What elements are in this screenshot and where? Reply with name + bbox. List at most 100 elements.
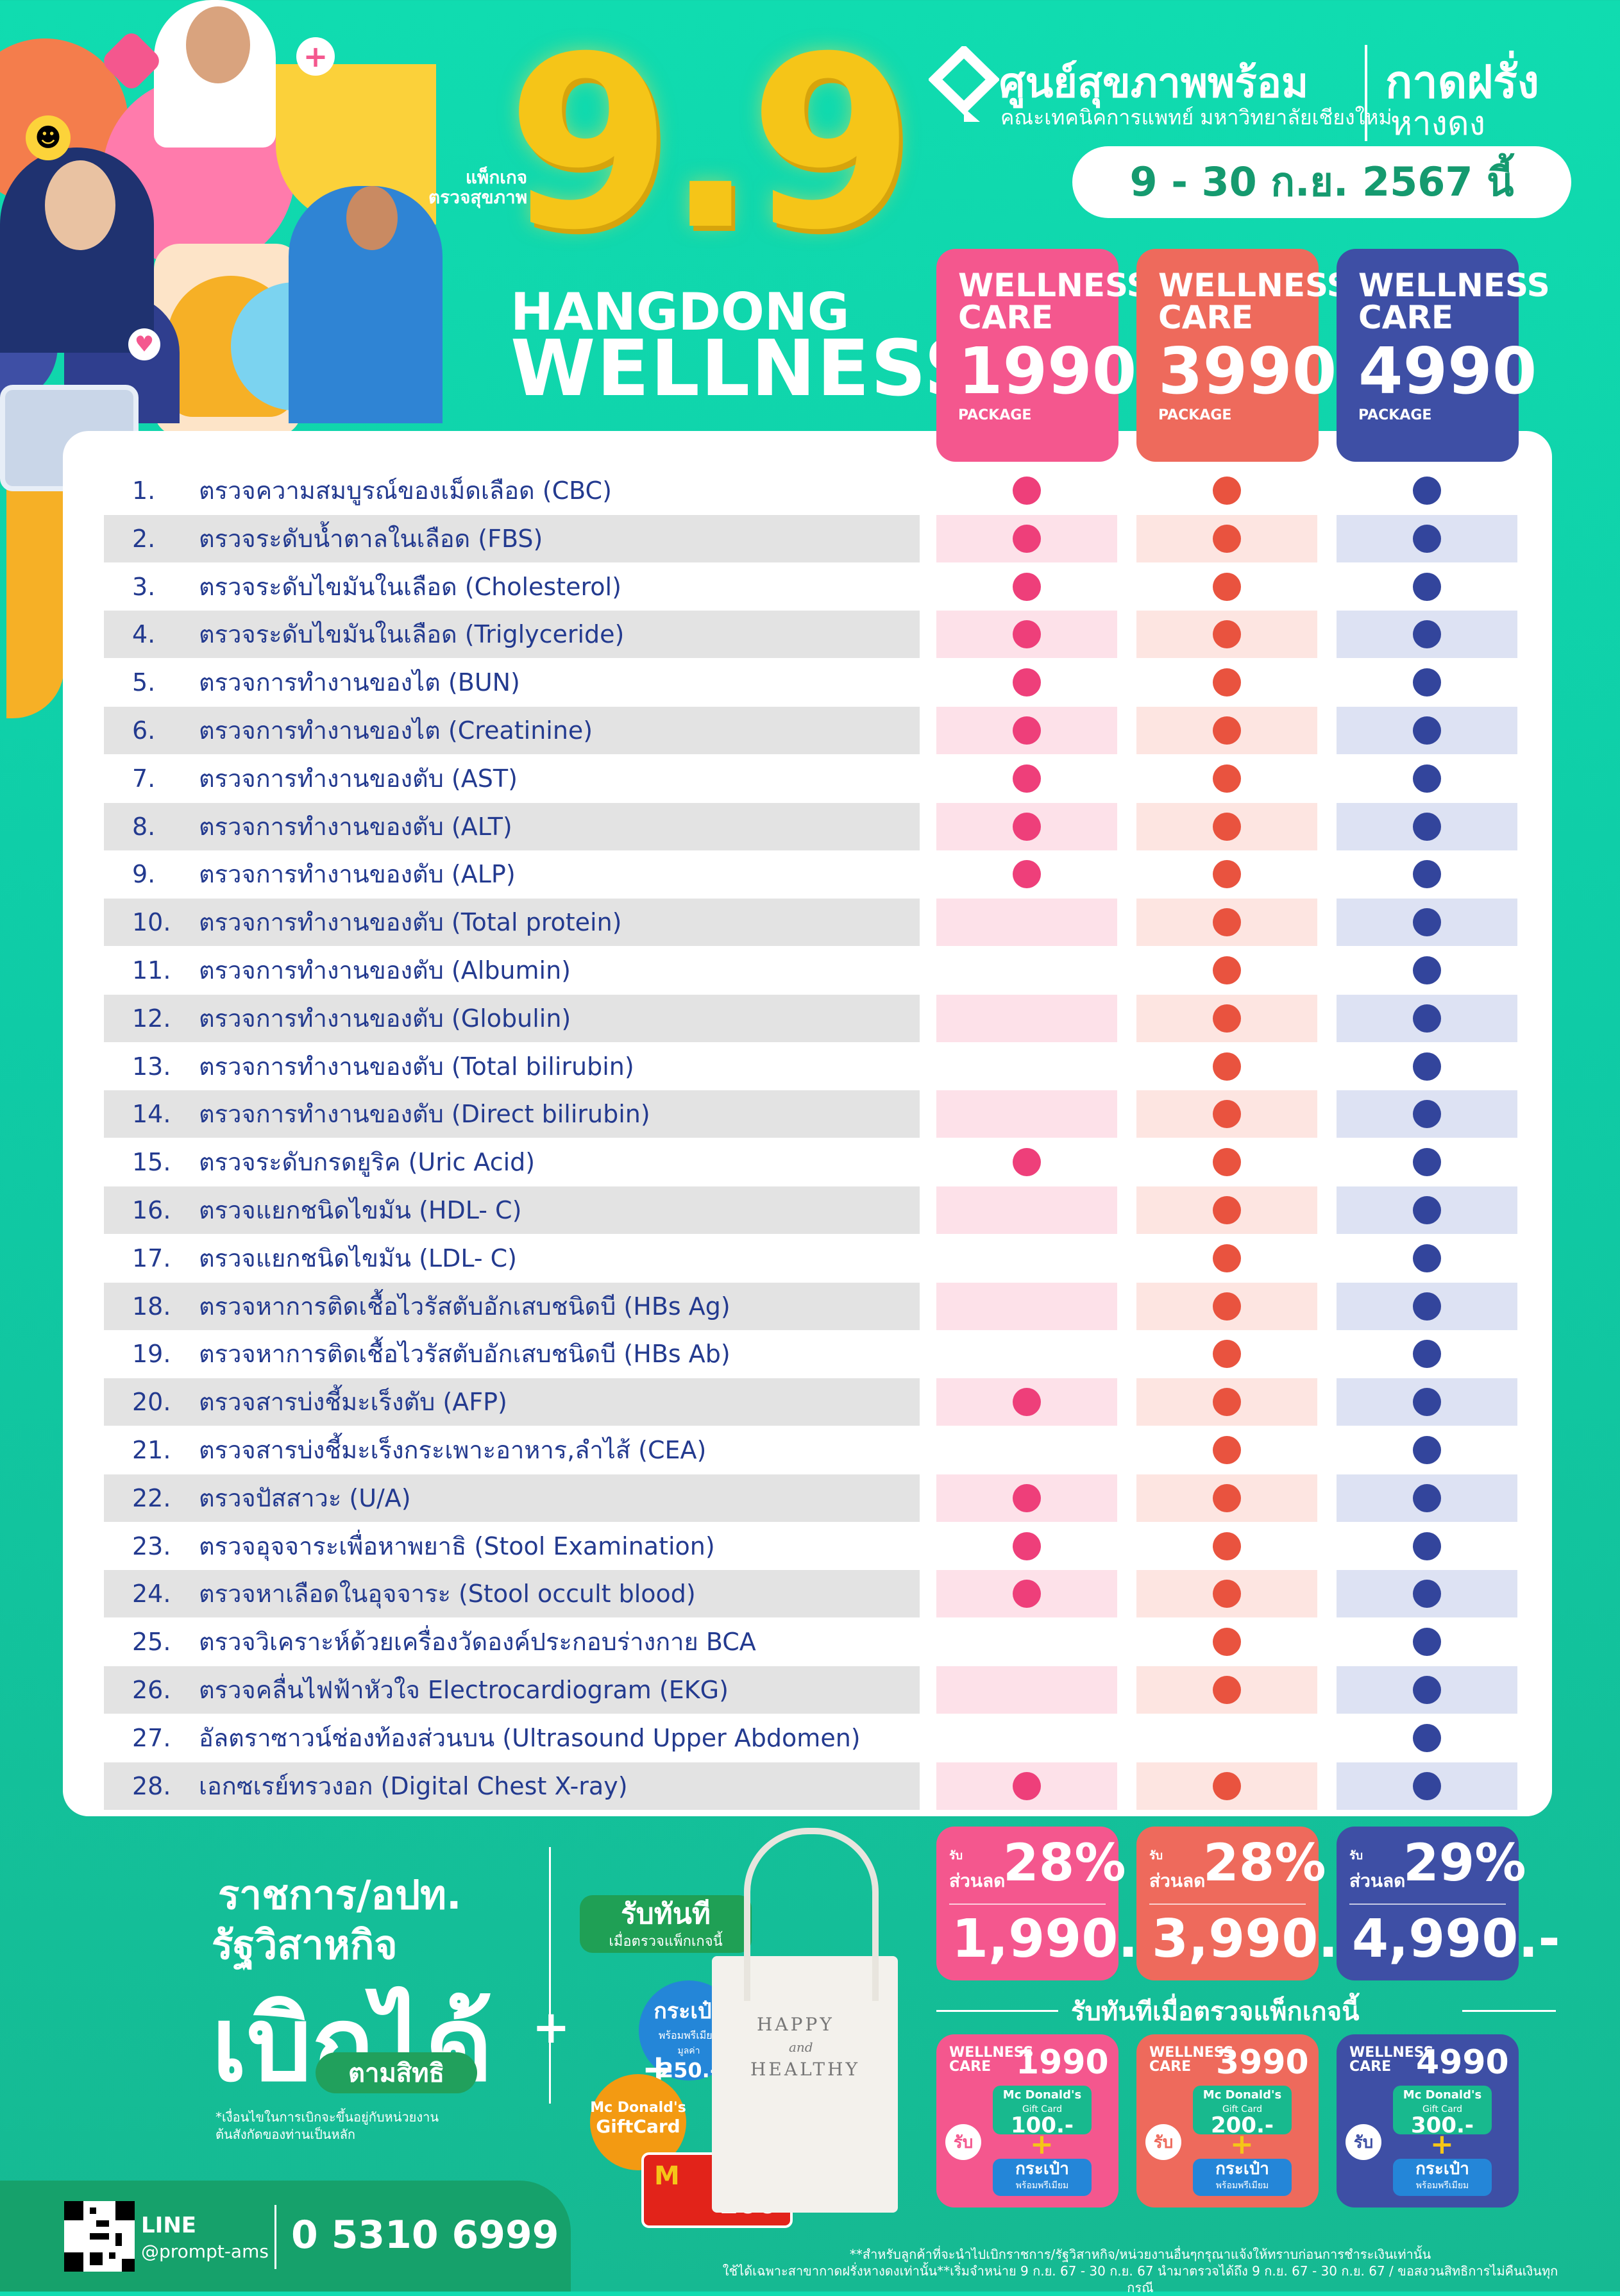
included-dot-icon — [1413, 1580, 1441, 1608]
package-cell — [1337, 1474, 1517, 1522]
package-title: WELLNESS — [1158, 267, 1350, 304]
package-cell — [1337, 659, 1517, 706]
package-cell — [936, 1618, 1117, 1666]
included-dot-icon — [1213, 1244, 1241, 1272]
mcdonalds-voucher: Mc Donald's Gift Card 200.- — [1193, 2086, 1292, 2136]
gift-card-title: WELLNESS CARE — [1349, 2046, 1433, 2074]
package-title: WELLNESS — [1358, 267, 1550, 304]
package-card-2[interactable]: WELLNESS CARE 4990 PACKAGE — [1337, 249, 1550, 462]
bag-sub: พร้อมพรีเมียม — [1415, 2180, 1469, 2191]
package-cell — [936, 850, 1117, 898]
test-name: ตรวจการทำงานของตับ (Globulin) — [199, 1004, 571, 1033]
test-name: ตรวจสารบ่งชี้มะเร็งตับ (AFP) — [199, 1388, 507, 1417]
bag-sub: พร้อมพรีเมียม — [658, 2029, 720, 2041]
voucher-brand: Mc Donald's — [1403, 2088, 1482, 2102]
heart-icon: ♥ — [128, 328, 160, 360]
table-row: 22. ตรวจปัสสาวะ (U/A) — [104, 1474, 1517, 1522]
package-cell — [1337, 1426, 1517, 1474]
included-dot-icon — [1413, 1148, 1441, 1177]
gift-card-price: 4990 — [1416, 2043, 1509, 2082]
package-cell — [1337, 1618, 1517, 1666]
voucher-type: Gift Card — [1222, 2104, 1263, 2115]
package-title-2: CARE — [958, 299, 1054, 336]
included-dot-icon — [1213, 1532, 1241, 1560]
brand-subtitle: คณะเทคนิคการแพทย์ มหาวิทยาลัยเชียงใหม่ — [1000, 105, 1392, 130]
package-cell — [1337, 1523, 1517, 1570]
discount-percent: 29% — [1403, 1833, 1526, 1893]
qr-code-icon — [64, 2201, 135, 2272]
package-cell — [1337, 1090, 1517, 1138]
package-card-1[interactable]: WELLNESS CARE 3990 PACKAGE — [1136, 249, 1350, 462]
discount-percent: 28% — [1003, 1833, 1126, 1893]
voucher-type: Gift Card — [1422, 2104, 1463, 2115]
test-number: 22. — [132, 1483, 171, 1512]
discount-price: 3,990.- — [1152, 1909, 1360, 1970]
package-cell — [1136, 1666, 1317, 1714]
test-number: 9. — [132, 860, 156, 889]
package-cell — [1136, 1474, 1317, 1522]
included-dot-icon — [1413, 572, 1441, 601]
test-name: ตรวจอุจจาระเพื่อหาพยาธิ (Stool Examinati… — [199, 1532, 715, 1560]
package-cell — [936, 1235, 1117, 1282]
test-number: 17. — [132, 1244, 171, 1272]
emoji-icon: ☻ — [26, 115, 71, 160]
package-cell — [1337, 467, 1517, 514]
included-dot-icon — [1213, 1004, 1241, 1033]
tote-text-1: HAPPY — [757, 2014, 834, 2035]
package-cell — [1136, 1330, 1317, 1378]
package-price: 1990 — [958, 333, 1137, 409]
line-label: LINE — [141, 2213, 196, 2238]
included-dot-icon — [1413, 668, 1441, 697]
package-cell — [1337, 1138, 1517, 1186]
package-cell — [1337, 994, 1517, 1042]
included-dot-icon — [1413, 764, 1441, 793]
discount-card-2: รับ ส่วนลด 29% 4,990.- — [1337, 1827, 1560, 1980]
discount-price: 4,990.- — [1352, 1909, 1560, 1970]
package-cell — [1136, 1090, 1317, 1138]
test-name: ตรวจปัสสาวะ (U/A) — [199, 1483, 411, 1512]
row-bg — [104, 899, 920, 947]
included-dot-icon — [1213, 908, 1241, 937]
table-row: 28. เอกซเรย์ทรวงอก (Digital Chest X-ray) — [104, 1762, 1517, 1810]
test-name: ตรวจคลื่นไฟฟ้าหัวใจ Electrocardiogram (E… — [199, 1676, 729, 1704]
branch-subname: หางดง — [1390, 105, 1486, 143]
included-dot-icon — [1213, 1628, 1241, 1657]
phone-number[interactable]: 0 5310 6999 — [291, 2213, 559, 2258]
included-dot-icon — [1213, 1771, 1241, 1800]
bag-sub: พร้อมพรีเมียม — [1015, 2180, 1069, 2191]
date-badge: 9 - 30 ก.ย. 2567 นี้ — [1072, 146, 1571, 218]
included-dot-icon — [1413, 1340, 1441, 1369]
test-number: 27. — [132, 1723, 171, 1752]
package-cell — [936, 1426, 1117, 1474]
included-dot-icon — [1213, 1196, 1241, 1224]
divider — [1349, 1903, 1506, 1905]
table-row: 13. ตรวจการทำงานของตับ (Total bilirubin) — [104, 1043, 1515, 1090]
row-bg — [104, 1378, 920, 1426]
voucher-value: 300.- — [1411, 2112, 1474, 2138]
package-card-0[interactable]: WELLNESS CARE 1990 PACKAGE — [936, 249, 1150, 462]
included-dot-icon — [1213, 812, 1241, 841]
gift-card-receive: รับ — [945, 2124, 981, 2160]
package-cell — [936, 1570, 1117, 1618]
included-dot-icon — [1413, 1004, 1441, 1033]
included-dot-icon — [1013, 716, 1041, 745]
included-dot-icon — [1413, 1676, 1441, 1704]
table-row: 14. ตรวจการทำงานของตับ (Direct bilirubin… — [104, 1090, 1517, 1138]
included-dot-icon — [1413, 716, 1441, 745]
package-cell — [1337, 611, 1517, 659]
included-dot-icon — [1213, 572, 1241, 601]
package-cell — [1136, 947, 1317, 994]
test-number: 12. — [132, 1004, 171, 1033]
test-number: 28. — [132, 1771, 171, 1800]
included-dot-icon — [1013, 812, 1041, 841]
included-dot-icon — [1213, 1100, 1241, 1129]
package-cell — [1136, 1043, 1317, 1090]
test-number: 26. — [132, 1676, 171, 1704]
test-number: 13. — [132, 1052, 171, 1081]
package-cell — [936, 1186, 1117, 1234]
table-row: 7. ตรวจการทำงานของตับ (AST) — [104, 755, 1515, 802]
line-id[interactable]: @prompt-ams — [141, 2241, 269, 2262]
included-dot-icon — [1213, 1052, 1241, 1081]
package-cell — [1337, 563, 1517, 611]
promo-big-number: 9.9 — [507, 6, 914, 282]
